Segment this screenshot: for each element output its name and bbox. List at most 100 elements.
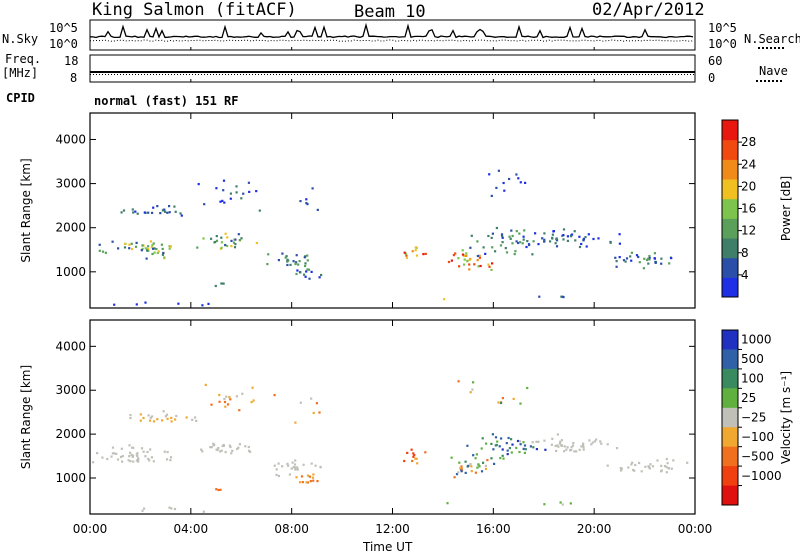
velocity-cell [166,451,169,454]
velocity-cell [128,444,131,447]
power-cell [499,244,503,247]
power-cell [248,190,251,193]
power-cell [510,229,513,232]
velocity-cell [275,468,278,471]
velocity-cell [296,468,299,471]
velocity-cell [147,457,150,460]
power-cell [465,254,468,257]
velocity-cell [168,506,171,509]
velocity-cell [666,462,669,465]
velocity-cell [228,396,231,399]
power-cell [284,256,287,259]
power-cell [615,265,618,268]
velocity-cell [544,448,547,451]
velocity-cell [556,433,559,436]
power-cell [415,254,419,257]
velocity-cell [519,443,522,446]
velocity-cell [311,476,315,479]
velocity-cell [318,411,321,414]
velocity-cell [300,475,304,478]
power-cell [484,252,487,255]
power-cell [570,233,574,236]
velocity-cell [559,440,562,443]
power-cell [654,260,657,263]
velocity-cell [217,488,220,492]
power-cell [224,244,227,247]
velocity-colorbar-tick-label: 1000 [741,333,772,347]
power-cell [638,261,641,264]
velocity-cell [464,460,467,463]
velocity-cell [275,473,278,476]
power-cell [490,236,493,239]
velocity-cell [485,442,488,445]
power-colorbar-tick-label: 4 [741,268,749,282]
velocity-y-axis-label: Slant Range [km] [19,365,33,469]
velocity-cell [518,440,522,443]
velocity-cell [169,456,173,459]
velocity-cell [412,455,415,458]
power-cell [494,250,497,253]
velocity-cell [229,398,232,401]
velocity-cell [249,450,252,453]
velocity-cell [312,473,315,476]
power-cell [562,228,566,231]
velocity-cell [132,454,135,457]
power-cell [247,181,250,184]
velocity-cell [403,459,406,463]
velocity-cell [523,451,526,454]
power-cell [518,232,521,235]
power-cell [582,239,585,242]
velocity-cell [121,460,124,463]
power-cell [162,251,165,255]
beam-label: Beam 10 [354,2,426,22]
cpid-text: normal (fast) 151 RF [94,94,239,108]
power-cell [476,259,479,262]
power-cell [422,253,425,256]
power-cell [220,241,223,244]
power-cell [122,209,126,212]
noise-tick-right-bottom: 10^0 [708,37,737,51]
velocity-cell [273,394,276,397]
noise-panel-frame [89,19,696,51]
velocity-cell [460,467,463,470]
velocity-colorbar-swatch [722,407,738,428]
velocity-cell [591,441,594,444]
velocity-cell [495,443,498,447]
power-colorbar-tick-label: 28 [741,135,756,149]
power-colorbar-swatch [722,120,738,141]
velocity-cell [286,462,289,465]
velocity-cell [174,418,177,421]
power-cell [215,239,219,242]
velocity-cell [140,447,144,450]
velocity-cell [136,455,139,458]
velocity-cell [481,437,484,440]
velocity-cell [571,444,575,447]
x-tick-label: 16:00 [476,522,511,536]
velocity-cell [506,449,509,452]
velocity-cell [551,437,554,440]
power-cell [414,246,417,249]
velocity-cell [236,447,239,451]
power-colorbar-tick-label: 16 [741,202,756,216]
power-cell [307,268,311,271]
velocity-cell [475,453,478,456]
velocity-cell [537,440,540,443]
velocity-cell [490,457,493,460]
power-cell [180,214,183,217]
velocity-cell [578,448,581,451]
velocity-cell [195,419,198,422]
power-cell [479,264,482,268]
velocity-cell [151,415,154,418]
velocity-cell [467,464,470,467]
velocity-colorbar-tick-label: −100 [741,430,774,444]
velocity-cell [416,462,419,465]
power-cell [295,261,298,264]
velocity-cell [131,446,134,449]
power-cell [470,234,473,237]
velocity-cell [215,488,218,491]
velocity-cell [499,401,503,405]
velocity-cell [148,459,151,462]
velocity-cell [647,465,650,468]
power-cell [161,209,164,212]
velocity-cell [484,464,487,467]
